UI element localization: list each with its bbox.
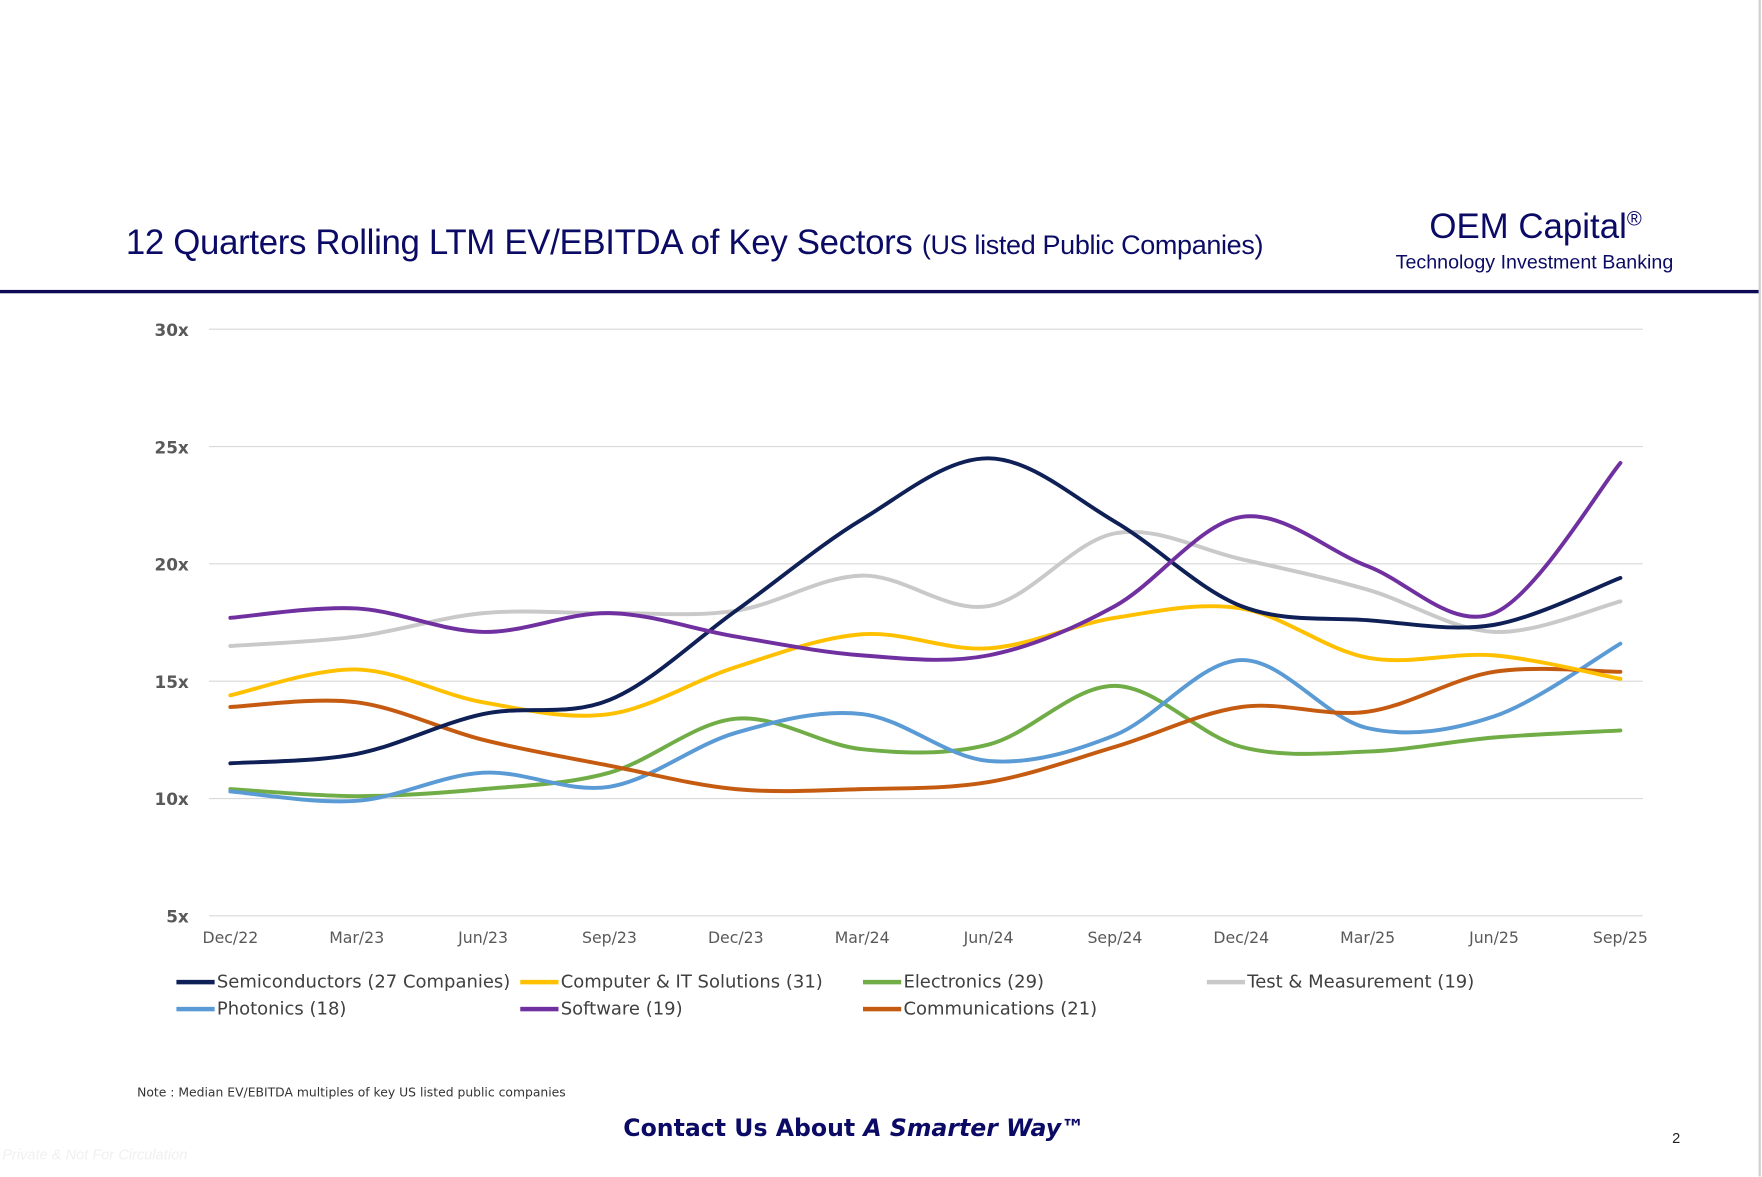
- legend-item: Electronics (29): [863, 971, 1044, 992]
- series-line-computer: [228, 604, 1623, 718]
- x-tick-label: Mar/25: [1340, 928, 1395, 947]
- header-divider: [0, 289, 1759, 294]
- brand-logo: OEM Capital®: [1429, 207, 1641, 247]
- x-tick-label: Dec/22: [202, 928, 258, 947]
- legend-swatch: [176, 1006, 215, 1011]
- x-tick-label: Sep/23: [582, 928, 637, 947]
- x-tick-label: Sep/24: [1087, 928, 1142, 947]
- legend-swatch: [520, 979, 559, 984]
- brand-tagline: Technology Investment Banking: [1395, 250, 1674, 274]
- legend-label: Communications (21): [903, 997, 1098, 1020]
- y-tick-label: 20x: [154, 555, 188, 575]
- page-number: 2: [1672, 1129, 1681, 1147]
- legend-label: Computer & IT Solutions (31): [560, 970, 823, 993]
- series-line-semiconductors: [228, 456, 1623, 766]
- y-tick-label: 30x: [154, 320, 188, 340]
- line-chart: 5x 10x 15x 20x 25x 30x Dec/22 Mar/23 Jun/23 Sep/2…: [154, 320, 1648, 947]
- legend-swatch: [176, 979, 215, 984]
- series-line-software: [228, 461, 1623, 662]
- page-title: 12 Quarters Rolling LTM EV/EBITDA of Key…: [125, 222, 1264, 262]
- y-tick-label: 5x: [166, 907, 189, 927]
- series-line-communications: [228, 666, 1623, 794]
- y-tick-label: 15x: [154, 672, 188, 692]
- legend-item: Communications (21): [863, 998, 1097, 1019]
- legend-item: Photonics (18): [176, 998, 346, 1019]
- legend-swatch: [520, 1006, 559, 1011]
- footer-emphasis: A Smarter Way™: [863, 1114, 1085, 1142]
- series-line-electronics: [228, 683, 1623, 799]
- legend-swatch: [863, 979, 902, 984]
- x-tick-label: Sep/25: [1593, 928, 1648, 947]
- legend-label: Software (19): [560, 997, 683, 1020]
- title-main: 12 Quarters Rolling LTM EV/EBITDA of Key…: [125, 222, 913, 262]
- legend-label: Semiconductors (27 Companies): [216, 970, 511, 993]
- legend-item: Software (19): [520, 997, 683, 1020]
- legend-swatch: [1206, 979, 1246, 984]
- registered-mark: ®: [1626, 207, 1642, 230]
- legend-label: Test & Measurement (19): [1247, 970, 1475, 993]
- x-tick-label: Dec/23: [708, 928, 764, 947]
- title-subtitle: (US listed Public Companies): [921, 230, 1264, 261]
- series-line-test: [228, 529, 1623, 648]
- x-tick-label: Jun/23: [457, 928, 508, 947]
- right-border: [1758, 0, 1761, 1177]
- legend-item: Test & Measurement (19): [1206, 970, 1475, 993]
- y-tick-label: 25x: [154, 437, 188, 457]
- legend-label: Photonics (18): [216, 997, 347, 1020]
- footnote: Note : Median EV/EBITDA multiples of key…: [137, 1085, 566, 1101]
- x-tick-label: Mar/23: [329, 928, 384, 947]
- x-tick-label: Jun/25: [1468, 928, 1519, 947]
- x-tick-label: Jun/24: [963, 928, 1014, 947]
- legend-item: Computer & IT Solutions (31): [520, 971, 823, 992]
- series-line-photonics: [228, 641, 1623, 804]
- x-tick-label: Dec/24: [1213, 928, 1269, 947]
- watermark: Private & Not For Circulation: [2, 1146, 188, 1164]
- legend-swatch: [863, 1006, 902, 1011]
- footer-tagline: Contact Us About A Smarter Way™: [0, 1115, 1708, 1142]
- brand-name: OEM Capital: [1429, 206, 1627, 247]
- legend-label: Electronics (29): [903, 970, 1045, 993]
- legend-item: Semiconductors (27 Companies): [176, 971, 510, 992]
- y-tick-label: 10x: [154, 789, 188, 809]
- footer-prefix: Contact Us About: [623, 1114, 864, 1142]
- x-tick-label: Mar/24: [835, 928, 890, 947]
